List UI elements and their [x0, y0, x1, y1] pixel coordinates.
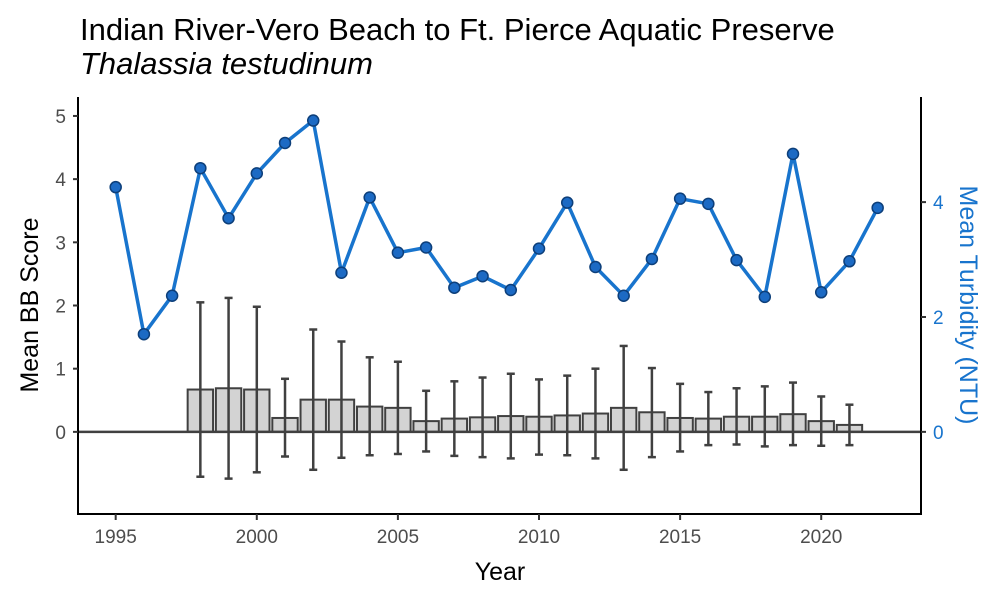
turbidity-point-2017 [730, 253, 743, 267]
turbidity-series [109, 114, 884, 341]
left-tick-label-5: 5 [55, 107, 66, 128]
turbidity-point-2002 [306, 114, 320, 127]
bottom-tick-label-2010: 2010 [518, 527, 560, 548]
turbidity-point-1996 [137, 327, 151, 341]
turbidity-point-2011 [560, 196, 574, 209]
turbidity-point-2001 [278, 136, 292, 150]
left-tick-label-1: 1 [55, 360, 66, 381]
bottom-tick-label-2020: 2020 [800, 527, 842, 548]
turbidity-point-1999 [222, 211, 235, 225]
turbidity-point-1998 [194, 161, 207, 175]
turbidity-point-2013 [617, 289, 630, 302]
turbidity-point-2019 [786, 147, 800, 161]
turbidity-point-2006 [419, 241, 433, 254]
turbidity-point-2016 [702, 197, 715, 211]
chart-title: Indian River-Vero Beach to Ft. Pierce Aq… [80, 12, 835, 47]
turbidity-point-2008 [476, 269, 489, 283]
bottom-tick-label-2005: 2005 [377, 527, 419, 548]
turbidity-point-2014 [645, 252, 659, 266]
right-axis-ticks: 0 2 4 [921, 193, 944, 444]
turbidity-point-2010 [532, 242, 546, 255]
left-axis-ticks: 0 1 2 3 4 5 [55, 107, 78, 444]
bottom-axis-ticks: 1995 2000 2005 2010 2015 2020 [95, 514, 842, 548]
bottom-tick-label-2015: 2015 [659, 527, 701, 548]
turbidity-point-2004 [363, 191, 376, 204]
turbidity-point-2022 [871, 201, 884, 215]
y-axis-left-title: Mean BB Score [16, 217, 44, 392]
turbidity-point-2003 [335, 266, 348, 280]
x-axis-title: Year [475, 558, 526, 586]
turbidity-point-1997 [165, 289, 179, 302]
turbidity-point-2009 [504, 283, 518, 297]
turbidity-point-2007 [448, 281, 461, 294]
bb-score-bars [186, 387, 864, 433]
turbidity-point-2018 [758, 290, 772, 304]
turbidity-point-2012 [589, 260, 602, 274]
turbidity-point-2000 [250, 167, 264, 180]
right-tick-label-2: 2 [933, 308, 944, 329]
bottom-tick-label-2000: 2000 [236, 527, 278, 548]
turbidity-point-2015 [673, 192, 687, 205]
left-tick-label-3: 3 [55, 233, 66, 254]
bb-score-error-bars [196, 296, 854, 480]
y-axis-right-title: Mean Turbidity (NTU) [954, 186, 982, 425]
turbidity-point-2005 [391, 246, 405, 259]
turbidity-point-1995 [109, 180, 122, 194]
chart-subtitle: Thalassia testudinum [80, 46, 373, 81]
turbidity-point-2020 [814, 286, 828, 299]
left-tick-label-0: 0 [55, 423, 66, 444]
turbidity-point-2021 [843, 255, 856, 268]
right-tick-label-4: 4 [933, 193, 944, 214]
turbidity-line [113, 118, 880, 336]
right-tick-label-0: 0 [933, 423, 944, 444]
left-tick-label-2: 2 [55, 297, 66, 318]
bottom-tick-label-1995: 1995 [95, 527, 137, 548]
left-tick-label-4: 4 [55, 170, 66, 191]
